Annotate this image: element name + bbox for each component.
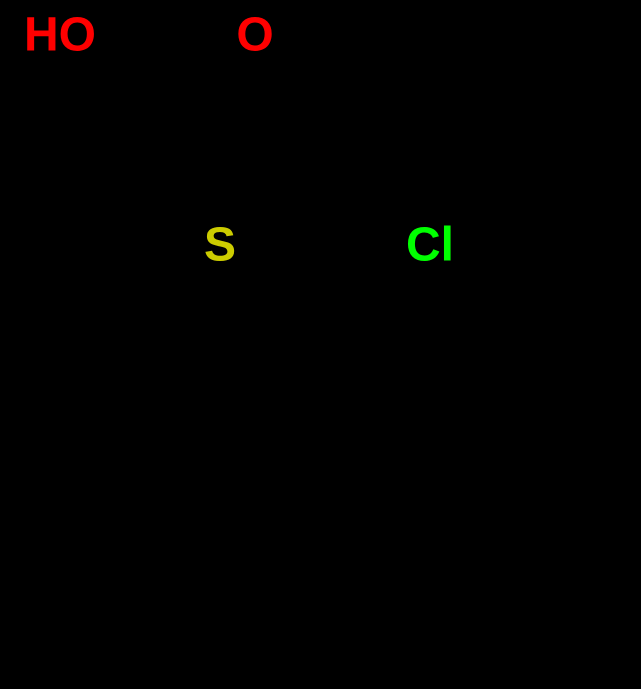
- atom-cl: Cl: [406, 218, 454, 273]
- atom-o: O: [236, 8, 273, 63]
- molecule-diagram: [0, 0, 641, 689]
- atom-ho: HO: [24, 8, 96, 63]
- atom-s: S: [204, 218, 236, 273]
